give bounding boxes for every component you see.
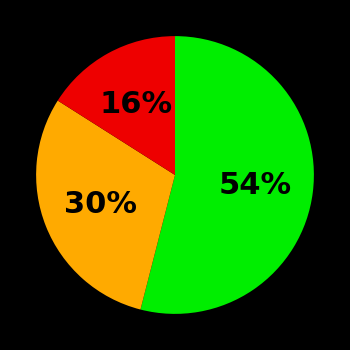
Wedge shape: [58, 36, 175, 175]
Text: 54%: 54%: [218, 170, 292, 199]
Wedge shape: [36, 100, 175, 309]
Wedge shape: [140, 36, 314, 314]
Text: 16%: 16%: [100, 90, 173, 119]
Text: 30%: 30%: [64, 190, 136, 219]
